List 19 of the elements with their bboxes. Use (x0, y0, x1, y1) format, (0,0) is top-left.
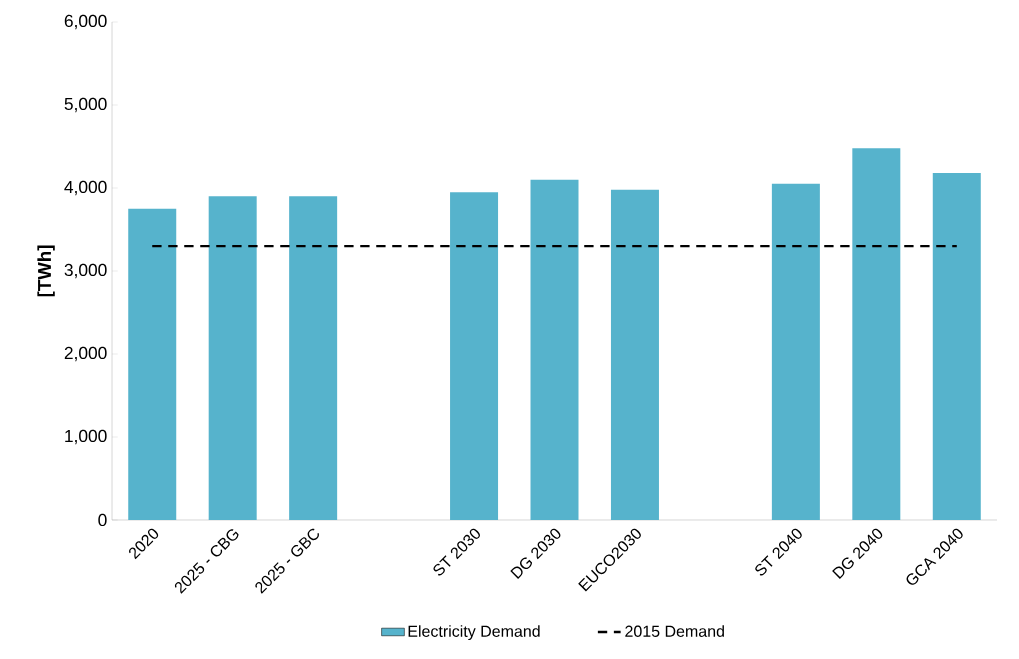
y-tick-label: 2,000 (64, 346, 107, 362)
y-tick-label: 3,000 (64, 263, 107, 279)
y-tick-label: 5,000 (64, 97, 107, 113)
y-tick-label: 4,000 (64, 180, 107, 196)
bar (450, 192, 499, 520)
bar (289, 196, 338, 520)
bar (208, 196, 257, 520)
bar (771, 183, 820, 520)
y-tick-label: 6,000 (64, 14, 107, 30)
bar (852, 148, 901, 520)
bar (530, 179, 579, 520)
bar (610, 189, 659, 520)
y-tick-label: 1,000 (65, 429, 107, 445)
legend-label: Electricity Demand (408, 625, 540, 641)
bar (128, 208, 177, 520)
legend-label: 2015 Demand (625, 625, 724, 637)
y-tick-label: 0 (98, 513, 107, 527)
bar (932, 173, 981, 520)
y-axis-title: [TWh] (37, 245, 55, 297)
